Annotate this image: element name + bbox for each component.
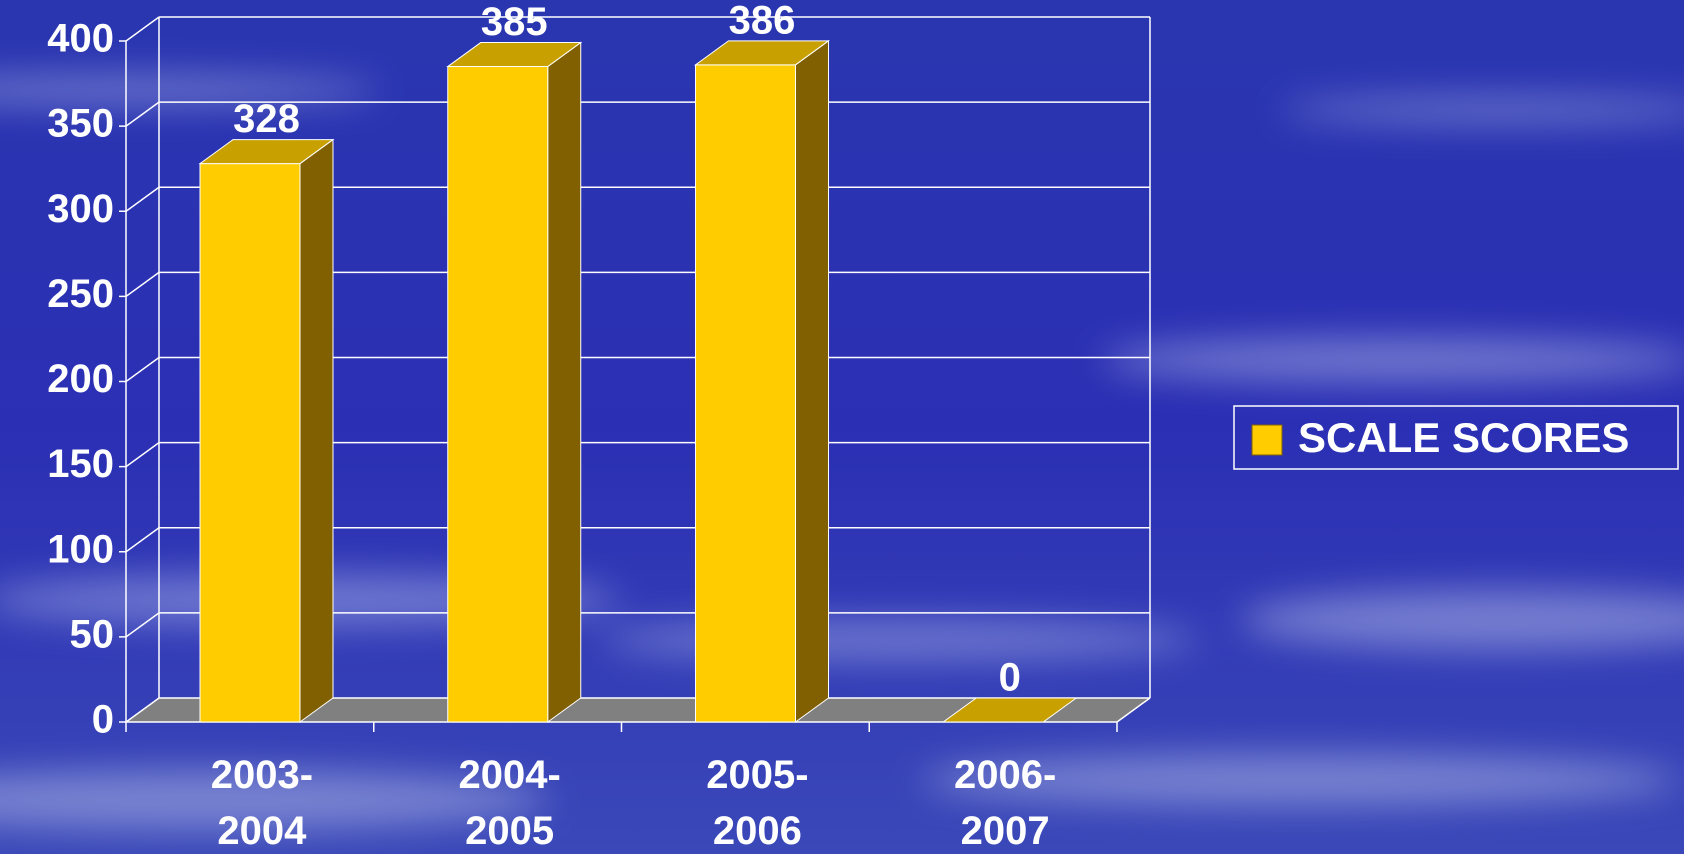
grid-line bbox=[125, 186, 160, 212]
y-tick-label: 150 bbox=[47, 442, 114, 486]
grid-line bbox=[125, 697, 160, 723]
bar-top bbox=[693, 40, 831, 66]
floor-edge bbox=[1116, 697, 1151, 723]
bar-top bbox=[941, 697, 1078, 723]
legend-label: SCALE SCORES bbox=[1298, 414, 1629, 461]
x-tick-label: 2004-2005 bbox=[458, 753, 560, 853]
y-tick-label: 0 bbox=[92, 698, 114, 742]
grid-line bbox=[125, 271, 160, 297]
bar-top bbox=[198, 139, 335, 165]
grid-line bbox=[125, 612, 160, 638]
y-tick-label: 250 bbox=[47, 272, 114, 316]
bar-side bbox=[547, 41, 582, 723]
grid-line bbox=[125, 16, 160, 42]
x-tick-label: 2006-2007 bbox=[954, 753, 1056, 853]
bar bbox=[447, 66, 549, 723]
bar bbox=[695, 64, 796, 723]
bar-top bbox=[446, 42, 583, 68]
bar-side bbox=[299, 138, 334, 723]
bar bbox=[199, 163, 301, 723]
y-tick-label: 350 bbox=[47, 102, 114, 146]
grid-line bbox=[125, 442, 160, 468]
x-tick-label: 2005-2006 bbox=[706, 753, 808, 853]
y-tick-label: 300 bbox=[47, 187, 114, 231]
grid-line bbox=[125, 356, 160, 383]
floor bbox=[126, 698, 1150, 722]
value-label: 0 bbox=[999, 656, 1021, 700]
x-tick-label: 2003-2004 bbox=[211, 753, 313, 853]
y-tick-label: 200 bbox=[47, 357, 114, 401]
grid-line bbox=[125, 527, 160, 553]
value-label: 328 bbox=[233, 97, 300, 141]
y-tick-label: 50 bbox=[70, 612, 115, 656]
value-label: 386 bbox=[729, 0, 796, 42]
bar-side bbox=[795, 39, 829, 723]
legend-box bbox=[1233, 405, 1679, 470]
value-label: 385 bbox=[481, 0, 548, 44]
y-tick-label: 400 bbox=[47, 17, 114, 61]
y-tick-label: 100 bbox=[47, 527, 114, 571]
grid-line bbox=[125, 101, 160, 127]
legend-swatch bbox=[1251, 424, 1283, 456]
